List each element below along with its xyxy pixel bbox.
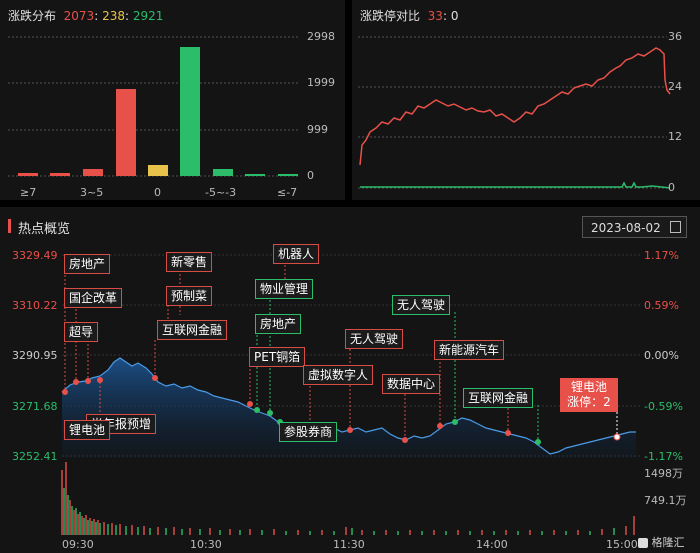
bar-7 bbox=[213, 169, 233, 176]
price-label-5: 3252.41 bbox=[12, 450, 58, 463]
index-line bbox=[61, 357, 636, 455]
pct-label-3: 0.00% bbox=[644, 349, 679, 362]
flat-count: 238 bbox=[102, 9, 125, 23]
limit-title: 涨跌停对比 33: 0 bbox=[360, 7, 458, 24]
tag-internet-finance-2[interactable]: 互联网金融 bbox=[463, 388, 534, 408]
limit-up-count: 33 bbox=[427, 9, 443, 23]
dist-ytick-1: 2998 bbox=[307, 30, 335, 43]
tag-new-energy-vehicle[interactable]: 新能源汽车 bbox=[434, 340, 505, 360]
hover-tooltip: 锂电池 涨停：2 bbox=[560, 378, 618, 412]
tag-real-estate-1[interactable]: 房地产 bbox=[64, 254, 111, 274]
limit-title-text: 涨跌停对比 bbox=[360, 9, 421, 23]
distribution-title-text: 涨跌分布 bbox=[8, 9, 57, 23]
limit-ytick-3: 12 bbox=[668, 130, 682, 143]
limit-down-line bbox=[360, 181, 671, 189]
date-picker[interactable]: 2023-08-02 bbox=[582, 216, 687, 238]
bar-2 bbox=[50, 173, 70, 176]
tag-lithium-battery-hidden[interactable]: 锂电池 bbox=[64, 420, 111, 440]
dist-ytick-3: 999 bbox=[307, 123, 328, 136]
tag-autonomous-1[interactable]: 无人驾驶 bbox=[345, 329, 404, 349]
calendar-icon[interactable] bbox=[670, 221, 681, 233]
tooltip-name: 锂电池 bbox=[570, 380, 607, 394]
tag-broker-stake[interactable]: 参股券商 bbox=[279, 422, 338, 442]
price-label-3: 3290.95 bbox=[12, 349, 58, 362]
tag-property-mgmt[interactable]: 物业管理 bbox=[255, 279, 314, 299]
price-label-2: 3310.22 bbox=[12, 299, 58, 312]
price-label-1: 3329.49 bbox=[12, 249, 58, 262]
dist-xlabel-1: ≥7 bbox=[20, 186, 37, 199]
sep3: : bbox=[442, 9, 447, 23]
bar-3 bbox=[83, 169, 103, 176]
watermark-logo: 格隆汇 bbox=[638, 534, 685, 550]
dist-ytick-2: 1999 bbox=[307, 76, 335, 89]
bar-4 bbox=[116, 89, 136, 176]
tag-pet-copper-foil[interactable]: PET铜箔 bbox=[249, 347, 306, 367]
distribution-chart bbox=[8, 36, 300, 177]
bar-1 bbox=[18, 173, 38, 176]
volume-bars bbox=[61, 462, 635, 535]
bar-6 bbox=[180, 47, 200, 176]
tag-prepared-food[interactable]: 预制菜 bbox=[166, 286, 213, 306]
tag-new-retail[interactable]: 新零售 bbox=[166, 252, 213, 272]
tag-superconductor[interactable]: 超导 bbox=[64, 322, 99, 342]
hotspot-title-bar bbox=[8, 219, 11, 233]
time-label-4: 14:00 bbox=[476, 538, 508, 551]
limit-up-line bbox=[359, 47, 671, 166]
time-label-1: 09:30 bbox=[62, 538, 94, 551]
pct-label-5: -1.17% bbox=[644, 450, 683, 463]
sep2: : bbox=[124, 9, 130, 23]
distribution-title: 涨跌分布 2073: 238: 2921 bbox=[8, 7, 163, 24]
up-count: 2073 bbox=[63, 9, 95, 23]
bar-8 bbox=[245, 174, 265, 176]
pct-label-1: 1.17% bbox=[644, 249, 679, 262]
tag-leader-lines bbox=[64, 265, 618, 442]
date-value: 2023-08-02 bbox=[591, 221, 661, 235]
time-label-2: 10:30 bbox=[190, 538, 222, 551]
limit-panel: 涨跌停对比 33: 0 36 24 12 0 bbox=[352, 0, 700, 200]
limit-down-count: 0 bbox=[450, 9, 459, 23]
logo-text: 格隆汇 bbox=[651, 536, 685, 549]
sep1: : bbox=[94, 9, 99, 23]
dist-ytick-4: 0 bbox=[307, 169, 314, 182]
tag-autonomous-2[interactable]: 无人驾驶 bbox=[392, 295, 451, 315]
logo-icon bbox=[638, 538, 648, 548]
time-label-5: 15:00 bbox=[606, 538, 638, 551]
dist-xlabel-2: 3~5 bbox=[80, 186, 104, 199]
dist-xlabel-5: ≤-7 bbox=[277, 186, 298, 199]
tag-real-estate-2[interactable]: 房地产 bbox=[255, 314, 302, 334]
vol-tick-2: 749.1万 bbox=[644, 494, 687, 507]
pct-label-2: 0.59% bbox=[644, 299, 679, 312]
limit-chart bbox=[358, 36, 671, 189]
price-label-4: 3271.68 bbox=[12, 400, 58, 413]
hotspot-title: 热点概览 bbox=[18, 222, 71, 237]
distribution-panel: 涨跌分布 2073: 238: 2921 2998 1999 999 0 ≥7 … bbox=[0, 0, 345, 200]
tag-data-center[interactable]: 数据中心 bbox=[382, 374, 441, 394]
tag-virtual-human[interactable]: 虚拟数字人 bbox=[303, 365, 374, 385]
bar-5 bbox=[148, 165, 168, 176]
limit-ytick-1: 36 bbox=[668, 30, 682, 43]
limit-ytick-2: 24 bbox=[668, 80, 682, 93]
down-count: 2921 bbox=[132, 9, 164, 23]
tag-robot[interactable]: 机器人 bbox=[273, 244, 320, 264]
bar-9 bbox=[278, 174, 298, 176]
time-label-3: 11:30 bbox=[333, 538, 365, 551]
index-area bbox=[62, 358, 636, 458]
tag-internet-finance-1[interactable]: 互联网金融 bbox=[157, 320, 228, 340]
tag-soe-reform[interactable]: 国企改革 bbox=[64, 288, 123, 308]
tooltip-limitup: 涨停：2 bbox=[567, 395, 611, 409]
pct-label-4: -0.59% bbox=[644, 400, 683, 413]
dist-xlabel-3: 0 bbox=[154, 186, 161, 199]
dist-xlabel-4: -5~-3 bbox=[205, 186, 237, 199]
vol-tick-1: 1498万 bbox=[644, 467, 683, 480]
limit-ytick-4: 0 bbox=[668, 181, 675, 194]
